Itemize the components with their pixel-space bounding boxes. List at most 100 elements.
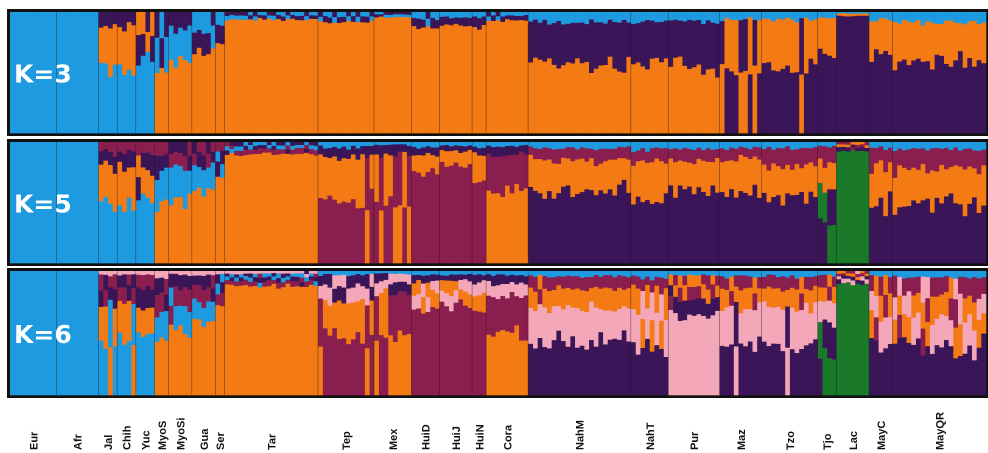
ancestry-segment — [519, 282, 524, 298]
ancestry-segment — [579, 158, 585, 193]
ancestry-segment — [495, 271, 501, 275]
ancestry-segment — [822, 192, 828, 223]
ancestry-segment — [117, 275, 123, 288]
ancestry-segment — [33, 12, 39, 134]
ancestry-segment — [374, 271, 380, 274]
ancestry-segment — [103, 271, 109, 275]
ancestry-segment — [551, 163, 557, 199]
ancestry-segment — [612, 276, 618, 291]
ancestry-segment — [635, 160, 641, 197]
ancestry-segment — [439, 12, 445, 17]
ancestry-segment — [467, 12, 473, 18]
ancestry-segment — [416, 154, 422, 173]
ancestry-segment — [467, 163, 473, 264]
ancestry-segment — [308, 279, 314, 285]
ancestry-segment — [486, 16, 492, 21]
ancestry-segment — [131, 344, 137, 396]
ancestry-segment — [495, 331, 501, 396]
ancestry-segment — [252, 271, 258, 274]
ancestry-segment — [439, 142, 445, 146]
ancestry-segment — [575, 58, 581, 134]
ancestry-segment — [705, 12, 711, 21]
ancestry-segment — [537, 158, 543, 194]
ancestry-segment — [187, 142, 193, 156]
ancestry-segment — [266, 15, 272, 19]
ancestry-segment — [271, 276, 277, 280]
ancestry-segment — [626, 277, 632, 289]
ancestry-segment — [859, 13, 865, 16]
ancestry-segment — [266, 144, 272, 149]
population-label: Pur — [689, 431, 701, 450]
ancestry-segment — [925, 60, 931, 134]
ancestry-segment — [878, 146, 884, 161]
ancestry-segment — [453, 23, 459, 134]
ancestry-segment — [514, 154, 520, 185]
ancestry-segment — [280, 153, 286, 264]
ancestry-segment — [640, 147, 646, 161]
ancestry-segment — [719, 275, 725, 289]
ancestry-segment — [444, 12, 450, 17]
ancestry-segment — [841, 144, 847, 147]
ancestry-segment — [892, 297, 898, 320]
ancestry-segment — [710, 149, 716, 163]
ancestry-segment — [967, 313, 973, 346]
ancestry-segment — [182, 170, 188, 210]
ancestry-segment — [822, 347, 828, 396]
panel-k6: K=6 — [7, 268, 988, 398]
ancestry-segment — [971, 271, 977, 278]
ancestry-segment — [308, 12, 314, 16]
ancestry-segment — [537, 12, 543, 23]
ancestry-segment — [533, 310, 538, 349]
ancestry-segment — [939, 23, 945, 56]
ancestry-segment — [234, 146, 240, 151]
ancestry-segment — [462, 17, 468, 27]
ancestry-segment — [584, 23, 590, 62]
ancestry-segment — [855, 13, 861, 16]
ancestry-segment — [500, 295, 506, 331]
ancestry-segment — [827, 18, 833, 56]
ancestry-segment — [948, 271, 954, 278]
ancestry-segment — [654, 147, 660, 159]
ancestry-segment — [561, 271, 567, 277]
ancestry-segment — [257, 282, 263, 288]
ancestry-segment — [785, 142, 791, 147]
ancestry-segment — [122, 303, 128, 345]
ancestry-segment — [757, 336, 763, 396]
ancestry-segment — [822, 301, 828, 320]
ancestry-segment — [392, 294, 398, 342]
ancestry-segment — [673, 271, 679, 276]
ancestry-segment — [551, 22, 557, 65]
ancestry-segment — [603, 344, 609, 396]
ancestry-segment — [794, 71, 800, 134]
ancestry-segment — [649, 58, 655, 134]
ancestry-segment — [495, 12, 501, 17]
ancestry-segment — [523, 188, 529, 264]
ancestry-segment — [416, 18, 422, 30]
ancestry-segment — [173, 142, 179, 152]
ancestry-segment — [687, 286, 693, 301]
ancestry-segment — [476, 181, 482, 264]
ancestry-segment — [220, 43, 226, 134]
ancestry-segment — [178, 271, 184, 276]
ancestry-segment — [500, 271, 506, 275]
ancestry-segment — [322, 299, 328, 329]
ancestry-segment — [551, 149, 557, 164]
ancestry-segment — [887, 161, 893, 192]
ancestry-segment — [248, 149, 254, 155]
ancestry-segment — [929, 324, 935, 354]
ancestry-segment — [724, 307, 730, 347]
ancestry-segment — [887, 20, 893, 55]
ancestry-segment — [668, 284, 674, 297]
ancestry-segment — [164, 310, 170, 341]
ancestry-segment — [547, 142, 552, 149]
ancestry-segment — [374, 17, 380, 134]
ancestry-segment — [612, 68, 618, 134]
ancestry-segment — [864, 275, 870, 280]
ancestry-segment — [117, 161, 123, 206]
ancestry-segment — [677, 20, 683, 57]
ancestry-segment — [168, 324, 174, 396]
ancestry-segment — [607, 148, 613, 160]
ancestry-segment — [873, 317, 879, 341]
ancestry-segment — [448, 165, 454, 264]
ancestry-segment — [659, 148, 665, 162]
